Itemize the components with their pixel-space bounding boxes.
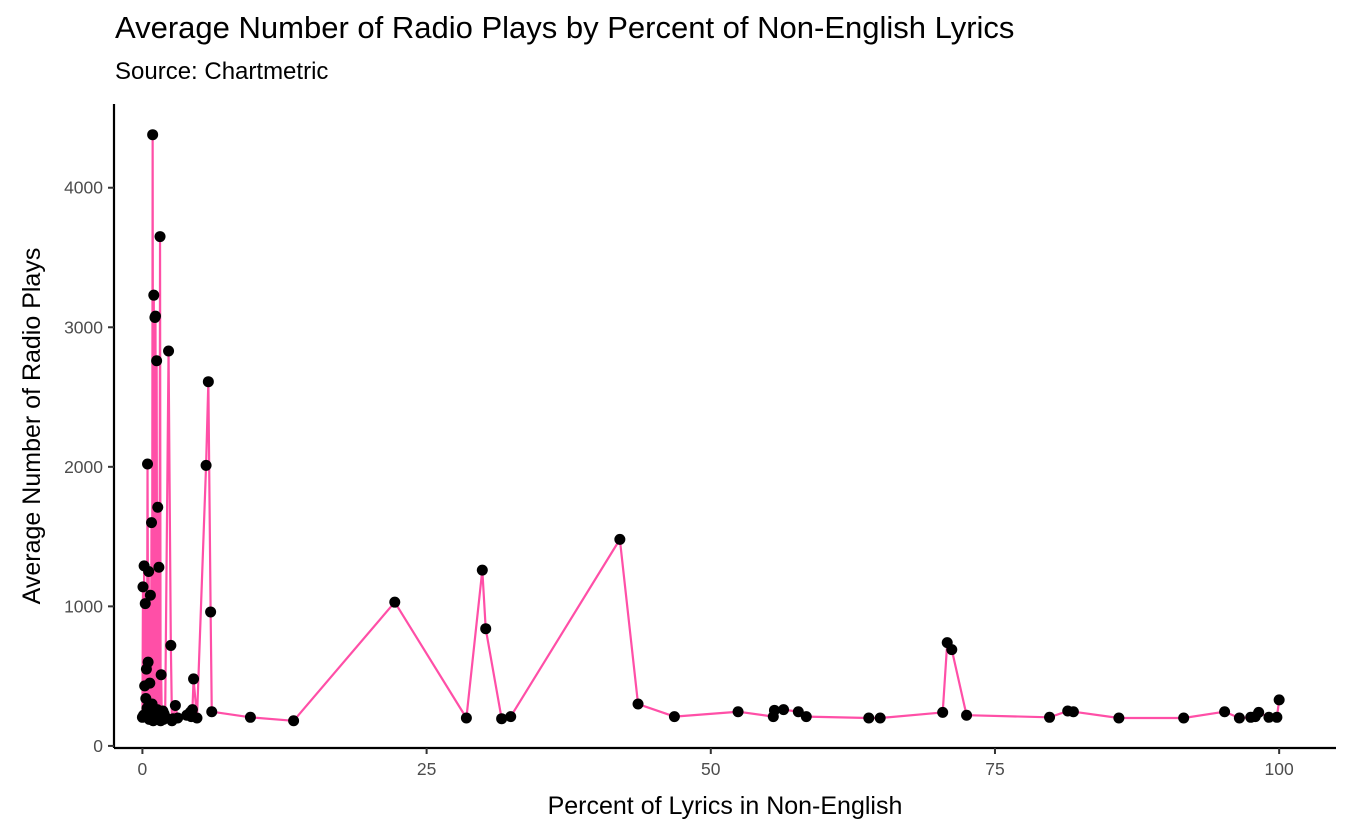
data-point	[389, 596, 401, 608]
data-point	[1044, 711, 1056, 723]
data-point	[151, 355, 163, 367]
x-axis-ticks: 0 25 50 75 100	[138, 748, 1294, 779]
data-point	[668, 711, 680, 723]
data-point	[144, 589, 156, 601]
y-tick-label: 2000	[64, 457, 103, 477]
data-point	[186, 704, 198, 716]
data-point	[460, 712, 472, 724]
data-point	[200, 459, 212, 471]
data-point	[205, 606, 217, 618]
data-point	[1263, 711, 1275, 723]
data-point	[1273, 694, 1285, 706]
data-point	[143, 565, 155, 577]
data-point	[961, 709, 973, 721]
data-point	[191, 712, 203, 724]
data-point	[188, 673, 200, 685]
data-point	[1113, 712, 1125, 724]
data-point	[153, 561, 165, 573]
data-point	[1178, 712, 1190, 724]
data-point	[1271, 711, 1283, 723]
data-point	[148, 289, 160, 301]
x-tick-label: 50	[701, 759, 721, 779]
y-tick-label: 0	[93, 736, 103, 756]
series-line	[141, 133, 1281, 722]
data-point-layer	[136, 129, 1285, 727]
data-point	[732, 706, 744, 718]
data-point	[142, 656, 154, 668]
y-tick-label: 1000	[64, 596, 103, 616]
data-point	[137, 581, 149, 593]
data-point	[142, 458, 154, 470]
data-point	[169, 699, 181, 711]
x-tick-label: 25	[417, 759, 436, 779]
data-point	[480, 623, 492, 635]
data-point	[800, 711, 812, 723]
data-point	[244, 711, 256, 723]
x-tick-label: 100	[1265, 759, 1294, 779]
data-point	[172, 712, 184, 724]
chart-subtitle: Source: Chartmetric	[115, 58, 329, 85]
x-tick-label: 75	[985, 759, 1004, 779]
data-point	[1219, 706, 1231, 718]
y-tick-label: 3000	[64, 317, 103, 337]
data-point	[1233, 712, 1245, 724]
data-point	[496, 713, 508, 725]
data-point	[288, 715, 300, 727]
data-point	[476, 564, 488, 576]
data-point	[149, 310, 161, 322]
data-point	[144, 677, 156, 689]
data-point	[768, 704, 780, 716]
data-point	[202, 376, 214, 388]
data-point	[152, 501, 164, 513]
data-point	[632, 698, 644, 710]
data-point	[154, 231, 166, 243]
y-axis-title: Average Number of Radio Plays	[18, 248, 46, 605]
data-point	[163, 345, 175, 357]
y-tick-label: 4000	[64, 178, 103, 198]
x-tick-label: 0	[138, 759, 148, 779]
series-line-layer	[141, 133, 1281, 722]
data-point	[505, 711, 517, 723]
data-point	[1067, 706, 1079, 718]
data-point	[778, 704, 790, 716]
data-point	[165, 639, 177, 651]
data-point	[946, 644, 958, 656]
data-point	[863, 712, 875, 724]
x-axis-title: Percent of Lyrics in Non-English	[548, 792, 903, 820]
data-point	[139, 598, 151, 610]
chart-title: Average Number of Radio Plays by Percent…	[115, 10, 1015, 45]
data-point	[792, 706, 804, 718]
data-point	[206, 706, 218, 718]
data-point	[874, 712, 886, 724]
data-point	[147, 129, 159, 141]
data-point	[1253, 706, 1265, 718]
data-point	[614, 533, 626, 545]
y-axis-ticks: 0 1000 2000 3000 4000	[64, 178, 114, 756]
data-point	[155, 669, 167, 681]
data-point	[146, 517, 158, 529]
data-point	[937, 706, 949, 718]
